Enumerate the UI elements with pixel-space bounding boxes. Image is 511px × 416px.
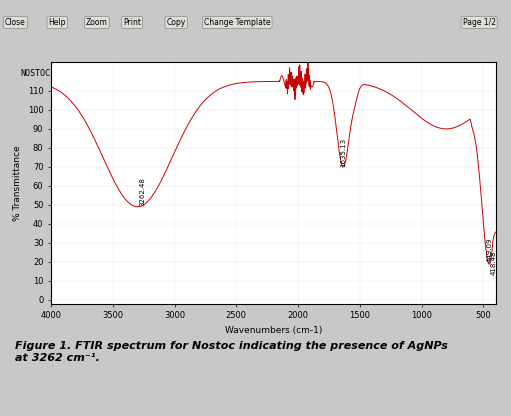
Text: NOSTOC: NOSTOC bbox=[20, 69, 50, 78]
Text: Change Template: Change Template bbox=[204, 18, 270, 27]
Text: 3262.48: 3262.48 bbox=[139, 177, 145, 206]
Text: Zoom: Zoom bbox=[86, 18, 108, 27]
Text: Figure 1. FTIR spectrum for Nostoc indicating the presence of AgNPs
at 3262 cm⁻¹: Figure 1. FTIR spectrum for Nostoc indic… bbox=[15, 341, 448, 363]
Text: Tue Jan 17 11:23:17 2017 (G: Tue Jan 17 11:23:17 2017 (G bbox=[356, 69, 491, 78]
Text: Print: Print bbox=[123, 18, 141, 27]
Text: 1635.13: 1635.13 bbox=[340, 138, 346, 167]
Text: 449.09: 449.09 bbox=[486, 238, 493, 262]
Text: 418.48: 418.48 bbox=[491, 251, 496, 275]
Text: Page 1/2: Page 1/2 bbox=[462, 18, 496, 27]
Text: Copy: Copy bbox=[167, 18, 186, 27]
Text: Help: Help bbox=[49, 18, 66, 27]
Text: Close: Close bbox=[5, 18, 26, 27]
Y-axis label: % Transmittance: % Transmittance bbox=[13, 145, 22, 221]
X-axis label: Wavenumbers (cm-1): Wavenumbers (cm-1) bbox=[225, 326, 322, 335]
